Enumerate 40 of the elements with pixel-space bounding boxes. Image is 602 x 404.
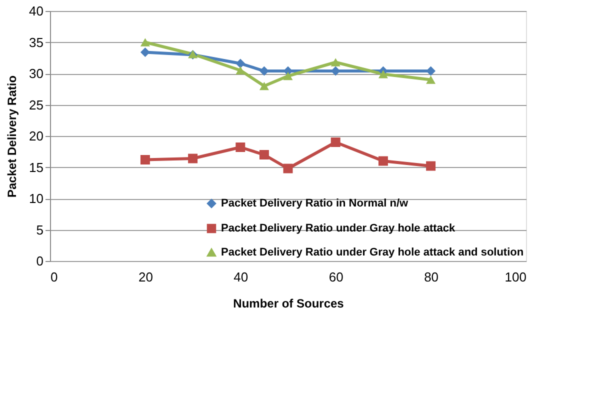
x-tick-label: 60 xyxy=(328,270,344,284)
y-tick-label: 5 xyxy=(36,222,44,238)
y-tick-label: 15 xyxy=(29,160,44,175)
point xyxy=(426,161,436,171)
y-axis-title: Packet Delivery Ratio xyxy=(5,75,20,198)
x-axis-title: Number of Sources xyxy=(233,296,344,310)
point xyxy=(330,138,340,147)
point xyxy=(236,142,246,152)
point xyxy=(378,70,388,78)
y-tick-label: 20 xyxy=(29,128,44,144)
point xyxy=(140,38,150,46)
point xyxy=(236,66,246,74)
y-tick-label: 25 xyxy=(29,97,44,112)
point xyxy=(330,66,340,76)
point xyxy=(259,82,269,90)
legend-label: Packet Delivery Ratio in Normal n/w xyxy=(221,198,409,210)
point xyxy=(330,58,340,66)
point xyxy=(140,48,150,57)
point xyxy=(259,66,269,76)
x-tick-label: 80 xyxy=(424,270,439,284)
point xyxy=(259,150,269,160)
point xyxy=(283,72,293,80)
y-tick-label: 35 xyxy=(29,34,44,50)
point xyxy=(283,164,293,174)
x-tick-label: 100 xyxy=(504,270,526,284)
y-tick-label: 0 xyxy=(36,254,44,268)
point xyxy=(188,154,198,164)
point xyxy=(140,155,150,164)
y-tick-label: 10 xyxy=(29,191,44,206)
point xyxy=(378,156,388,166)
y-tick-label: 30 xyxy=(29,66,44,81)
point xyxy=(426,76,436,84)
legend-label: Packet Delivery Ratio under Gray hole attack and solution xyxy=(221,246,524,258)
x-tick-label: 40 xyxy=(234,270,248,284)
x-tick-label: 20 xyxy=(138,270,153,284)
legend-label: Packet Delivery Ratio under Gray hole attack xyxy=(221,222,456,234)
y-tick-label: 40 xyxy=(29,4,44,18)
x-tick-label: 0 xyxy=(50,270,58,284)
point xyxy=(426,66,436,76)
point xyxy=(236,58,246,68)
